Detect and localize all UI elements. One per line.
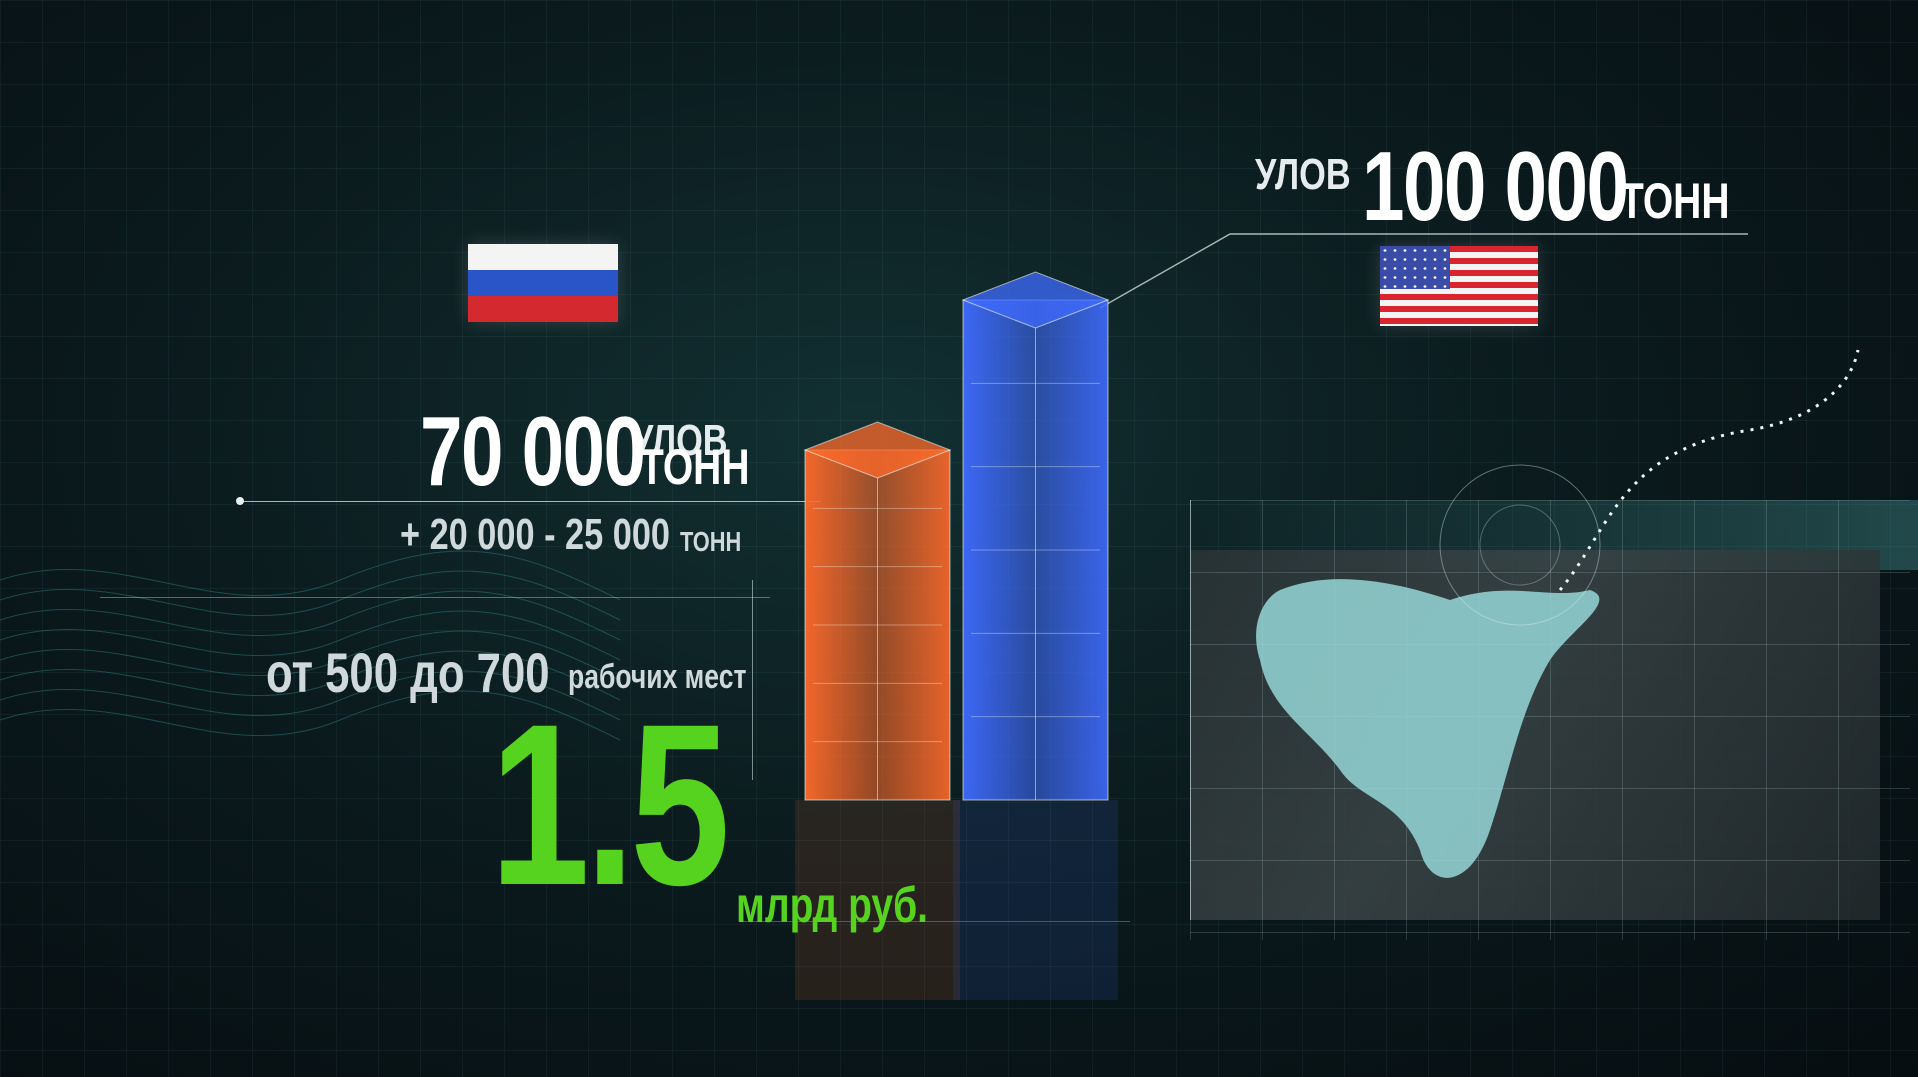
base-line bbox=[740, 921, 1130, 922]
money-unit: млрд руб. bbox=[736, 877, 929, 933]
russia-catch-label: УЛОВ bbox=[605, 410, 728, 466]
russia-catch-unit-group: ТОНН bbox=[640, 438, 780, 496]
russia-extra-unit: ТОНН bbox=[680, 526, 742, 557]
jobs-connector-line bbox=[100, 597, 770, 598]
russia-connector-dot bbox=[236, 497, 244, 505]
sea-region bbox=[1256, 579, 1600, 878]
route-line bbox=[1558, 349, 1860, 591]
usa-catch-prefix: УЛОВ bbox=[1255, 150, 1351, 199]
russia-catch-value: 70 000 bbox=[420, 396, 646, 506]
money-value: 1.5 bbox=[490, 676, 730, 933]
russia-extra-unit-group: ТОНН bbox=[680, 526, 759, 558]
map-divider bbox=[1190, 500, 1191, 920]
russian-flag-icon bbox=[468, 244, 618, 322]
jobs-label: от 500 до 700 bbox=[266, 640, 630, 705]
us-flag-icon bbox=[1380, 246, 1538, 326]
russia-connector-line bbox=[240, 501, 820, 502]
russia-extra-catch: + 20 000 - 25 000 bbox=[400, 510, 746, 560]
usa-connector-line bbox=[1100, 233, 1748, 309]
wave-decoration bbox=[0, 550, 620, 741]
jobs-divider bbox=[752, 580, 753, 780]
russia-catch-prefix: УЛОВ bbox=[632, 416, 728, 465]
jobs-range: от 500 до 700 bbox=[266, 641, 550, 704]
russia-catch-value-group: 70 000 bbox=[420, 395, 708, 508]
russia-extra-value: + 20 000 - 25 000 bbox=[400, 510, 671, 559]
usa-catch-unit-group: ТОНН bbox=[1620, 172, 1760, 230]
target-circle bbox=[1439, 464, 1601, 626]
bar-russia bbox=[795, 421, 960, 1000]
usa-catch-value-group: 100 000 bbox=[1362, 130, 1702, 243]
usa-catch-value: 100 000 bbox=[1362, 131, 1629, 241]
bar-usa bbox=[953, 271, 1118, 1000]
usa-catch-prefix-group: УЛОВ bbox=[1255, 150, 1378, 200]
money-value-group: 1.5 bbox=[490, 690, 792, 920]
usa-catch-unit: ТОНН bbox=[1620, 173, 1730, 229]
jobs-unit: рабочих мест bbox=[568, 658, 747, 696]
jobs-unit-group: рабочих мест bbox=[568, 658, 797, 697]
money-unit-group: млрд руб. bbox=[736, 876, 982, 934]
russia-catch-unit: ТОНН bbox=[640, 439, 750, 495]
map-overlay bbox=[1256, 349, 1860, 878]
